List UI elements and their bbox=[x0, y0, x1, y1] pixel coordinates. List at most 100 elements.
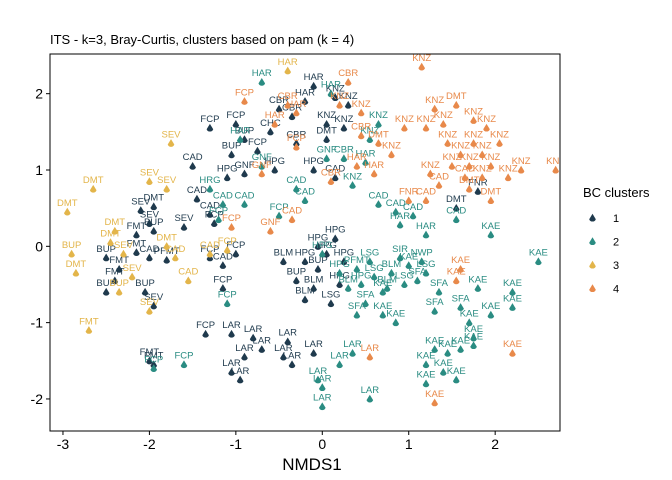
point-marker bbox=[414, 276, 421, 285]
point-label: DMT bbox=[143, 193, 164, 204]
data-point: BLM bbox=[377, 274, 397, 292]
data-point: GNF bbox=[260, 217, 281, 235]
plot-frame bbox=[49, 53, 561, 432]
point-label: BUP bbox=[222, 141, 242, 152]
point-label: FCP bbox=[200, 244, 219, 255]
point-label: BLM bbox=[304, 274, 324, 285]
point-label: KAE bbox=[468, 274, 487, 285]
point-label: KAE bbox=[425, 335, 444, 346]
point-marker bbox=[107, 238, 114, 247]
point-marker bbox=[115, 287, 123, 296]
point-label: PFMT bbox=[154, 246, 180, 257]
point-label: SEV bbox=[114, 240, 134, 251]
data-point: BUP bbox=[308, 255, 328, 273]
data-point: LAR bbox=[343, 339, 362, 357]
data-point: LAR bbox=[244, 324, 263, 342]
point-marker bbox=[457, 345, 464, 353]
point-marker bbox=[146, 306, 153, 315]
data-point: KNZ bbox=[412, 54, 431, 71]
point-label: BLM bbox=[382, 259, 402, 270]
data-point: LAR bbox=[231, 366, 250, 384]
data-point: CAD bbox=[282, 206, 302, 224]
point-label: GNF bbox=[234, 160, 254, 171]
data-point: GNF bbox=[252, 152, 272, 170]
point-label: CAD bbox=[165, 244, 185, 255]
point-marker bbox=[552, 165, 559, 174]
point-label: FMT bbox=[127, 221, 147, 232]
point-label: CAD bbox=[139, 244, 159, 255]
data-point: KAE bbox=[447, 267, 466, 285]
point-label: BUP bbox=[308, 255, 328, 266]
data-point: KAE bbox=[399, 251, 418, 269]
point-marker bbox=[288, 215, 296, 224]
point-marker bbox=[396, 253, 404, 262]
point-label: FCP bbox=[226, 240, 245, 251]
point-marker bbox=[223, 299, 231, 308]
point-marker bbox=[336, 100, 343, 109]
data-point: KNZ bbox=[326, 84, 345, 102]
point-marker bbox=[370, 169, 378, 178]
data-point: HAR bbox=[252, 68, 272, 86]
point-marker bbox=[146, 253, 153, 262]
point-marker bbox=[474, 187, 482, 195]
point-marker bbox=[68, 249, 75, 258]
point-marker bbox=[323, 120, 330, 128]
data-point: HAR bbox=[390, 211, 410, 229]
data-point: BLM bbox=[295, 286, 315, 304]
point-label: KNZ bbox=[317, 110, 336, 121]
point-label: LAR bbox=[343, 339, 362, 350]
point-label: HPG bbox=[316, 240, 337, 251]
data-point: LSG bbox=[321, 290, 340, 308]
data-point: BUP bbox=[62, 240, 81, 258]
data-point: SEV bbox=[140, 167, 160, 185]
data-point: SFA bbox=[430, 278, 449, 296]
point-marker bbox=[236, 375, 244, 384]
data-point: KNZ bbox=[512, 156, 531, 174]
point-label: CAD bbox=[416, 187, 436, 198]
point-marker bbox=[310, 165, 317, 174]
data-point: KNZ bbox=[382, 141, 401, 159]
point-label: CAD bbox=[429, 171, 449, 182]
point-label: CBR bbox=[321, 167, 341, 178]
data-point: CAD bbox=[165, 244, 186, 262]
point-marker bbox=[366, 257, 374, 266]
point-label: BLM bbox=[377, 274, 397, 285]
data-point: DMT bbox=[143, 193, 164, 211]
data-point: CBR bbox=[351, 122, 371, 140]
data-point: DMT bbox=[105, 217, 125, 235]
data-point: HAR bbox=[230, 125, 250, 144]
point-marker bbox=[392, 318, 400, 327]
data-point: FMT bbox=[127, 238, 146, 256]
point-marker bbox=[440, 120, 447, 128]
point-marker bbox=[284, 66, 292, 75]
y-tick-label: 1 bbox=[35, 162, 43, 178]
point-label: SEV bbox=[131, 196, 151, 207]
point-label: HAR bbox=[252, 68, 272, 79]
point-marker bbox=[133, 248, 140, 256]
point-marker bbox=[206, 249, 214, 258]
point-label: DMT bbox=[66, 259, 87, 270]
data-point: FCP bbox=[235, 87, 254, 105]
point-label: LSG bbox=[360, 248, 379, 259]
point-marker bbox=[293, 108, 300, 117]
point-label: KNZ bbox=[460, 152, 479, 163]
data-point: SEV bbox=[157, 175, 177, 193]
data-point: HAR bbox=[416, 221, 436, 239]
data-point: KAE bbox=[417, 351, 436, 369]
data-point: KAE bbox=[373, 278, 392, 296]
point-label: KNZ bbox=[499, 164, 518, 175]
point-label: KAE bbox=[417, 351, 436, 362]
point-marker bbox=[353, 265, 361, 273]
legend: BC clusters 1 2 3 4 bbox=[583, 185, 650, 296]
legend-item: 4 bbox=[589, 284, 619, 296]
point-marker bbox=[180, 360, 188, 369]
point-marker bbox=[323, 154, 330, 163]
point-label: BUP bbox=[235, 125, 255, 136]
data-point: KAE bbox=[451, 335, 470, 353]
data-point: LAR bbox=[274, 343, 293, 361]
point-label: CHC bbox=[260, 118, 281, 129]
point-label: CAD bbox=[213, 251, 233, 262]
data-point: LAR bbox=[313, 374, 332, 392]
data-point: DMT bbox=[156, 232, 177, 250]
y-tick-label: 0 bbox=[35, 238, 43, 254]
